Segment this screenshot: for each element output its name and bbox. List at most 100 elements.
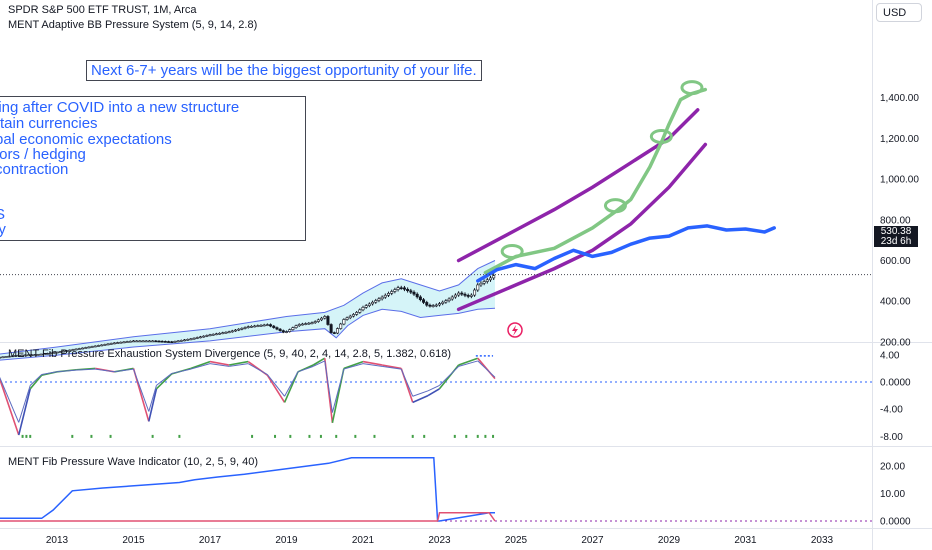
oscillator-segment (155, 373, 173, 390)
time-axis-tick: 2027 (581, 535, 604, 546)
alert-icon (507, 322, 523, 338)
candle-body (176, 340, 180, 343)
candle-body (291, 327, 295, 330)
headline-annotation[interactable]: Next 6-7+ years will be the biggest oppo… (86, 60, 482, 81)
oscillator-segment (362, 360, 383, 366)
candle-body (390, 291, 394, 294)
candle-body (74, 348, 78, 351)
candle-body (4, 356, 8, 358)
price-axis-tick: 1,400.00 (880, 93, 919, 104)
candle-body (485, 279, 489, 282)
candle-body (240, 328, 244, 330)
candle-body (135, 340, 139, 343)
candle-body (112, 342, 116, 345)
candle-body (460, 292, 464, 295)
candle-body (119, 341, 123, 344)
time-axis-tick: 2023 (428, 535, 451, 546)
signal-segment (0, 377, 20, 423)
candle-body (90, 346, 94, 348)
time-axis-tick: 2021 (352, 535, 375, 546)
candle-body (147, 340, 151, 343)
candle-body (383, 294, 387, 298)
candle-body (65, 350, 69, 352)
oscillator-segment (209, 360, 230, 366)
candle-body (154, 340, 158, 343)
note-line: bal economic expectations (0, 131, 172, 148)
time-axis-tick: 2019 (275, 535, 298, 546)
candle-body (192, 337, 196, 340)
signal-segment (209, 363, 230, 367)
candle-body (313, 321, 317, 324)
candle-body (55, 351, 59, 354)
signal-segment (331, 368, 345, 413)
signal-dot (423, 434, 426, 438)
signal-segment (248, 363, 268, 375)
oscillator-segment (190, 360, 211, 370)
candle-body (71, 349, 75, 351)
signal-dot (373, 434, 376, 438)
signal-segment (114, 368, 134, 373)
candle-body (361, 307, 365, 311)
notes-annotation[interactable]: ling after COVID into a new structure rt… (0, 96, 306, 241)
candle-body (61, 350, 65, 353)
signal-dot (335, 434, 338, 438)
candle-body (179, 340, 183, 342)
candle-body (195, 337, 199, 339)
candle-body (428, 304, 432, 307)
signal-dot (178, 434, 181, 438)
signal-dot (29, 434, 32, 438)
signal-segment (190, 363, 211, 370)
signal-segment (400, 368, 414, 397)
signal-dot (476, 434, 479, 438)
candle-body (393, 289, 397, 292)
signal-segment (56, 369, 77, 373)
candle-body (482, 281, 486, 284)
candle-body (262, 324, 266, 327)
indicator1-axis-tick: -4.00 (880, 405, 903, 416)
oscillator-segment (0, 378, 20, 436)
candle-body (402, 287, 406, 290)
signal-dot (465, 434, 468, 438)
candle-body (230, 330, 234, 333)
oscillator-segment (266, 374, 286, 403)
candle-body (84, 347, 88, 349)
candle-body (297, 324, 301, 327)
oscillator-segment (17, 388, 32, 436)
candle-body (49, 352, 53, 355)
candle-body (221, 332, 225, 335)
candle-body (45, 352, 49, 355)
candle-body (186, 339, 190, 341)
candle-body (300, 323, 304, 326)
candle-body (243, 327, 247, 329)
candle-body (167, 341, 171, 343)
signal-segment (41, 371, 58, 376)
candle-body (476, 284, 480, 291)
candle-body (275, 327, 279, 330)
candle-body (17, 354, 21, 357)
candle-body (202, 335, 206, 338)
candle-body (418, 296, 422, 300)
signal-segment (362, 363, 383, 367)
price-axis-tick: 200.00 (880, 337, 911, 348)
wave-blue-line (0, 457, 495, 522)
currency-selector[interactable]: USD (876, 3, 922, 22)
candle-body (246, 326, 250, 328)
candle-body (492, 275, 496, 279)
candle-body (211, 333, 215, 336)
candle-body (58, 351, 62, 353)
candle-body (335, 328, 339, 334)
candle-body (36, 354, 40, 356)
candle-body (224, 331, 228, 334)
signal-segment (313, 360, 325, 367)
candle-body (415, 293, 419, 298)
candle-body (323, 316, 327, 319)
candle-body (278, 328, 282, 331)
signal-dot (492, 434, 495, 438)
price-axis-tick: 600.00 (880, 256, 911, 267)
candle-body (218, 332, 222, 335)
signal-dot (354, 434, 357, 438)
candle-body (39, 353, 43, 356)
candle-body (447, 298, 451, 302)
indicator-title: MENT Adaptive BB Pressure System (5, 9, … (8, 19, 258, 31)
